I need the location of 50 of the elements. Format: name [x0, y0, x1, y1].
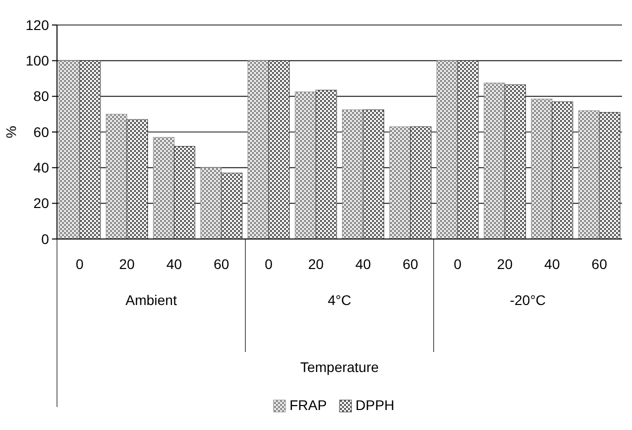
bar [457, 60, 479, 240]
x-tick-label: 40 [355, 256, 372, 272]
bar [79, 60, 101, 240]
y-tick-label: 0 [41, 230, 50, 247]
bar [389, 126, 411, 240]
bar [410, 126, 432, 240]
bar [362, 109, 384, 240]
x-tick-label: 0 [264, 256, 273, 272]
x-tick-label: 60 [402, 256, 418, 272]
x-tick-label: 60 [592, 256, 608, 272]
y-tick-label: 20 [33, 195, 50, 212]
text: Temperature [300, 359, 380, 375]
bar [200, 167, 222, 240]
bar [599, 112, 620, 240]
y-tick-label: 80 [33, 88, 50, 104]
text: Ambient [125, 292, 177, 308]
y-tick-label: 40 [33, 160, 50, 176]
bar [294, 92, 316, 240]
bar [578, 110, 600, 240]
bar [484, 82, 506, 240]
x-tick-label: 0 [454, 256, 462, 272]
text: -20°C [510, 292, 546, 308]
bar [248, 60, 269, 240]
bar [106, 114, 128, 240]
bar [153, 137, 174, 240]
bar [504, 84, 526, 240]
bar [174, 146, 196, 240]
bar [126, 119, 148, 240]
bar [531, 98, 552, 240]
legend-label: DPPH [356, 397, 394, 413]
bar [316, 90, 337, 240]
y-tick-label: 60 [33, 124, 50, 140]
legend-label: FRAP [290, 397, 327, 413]
x-tick-label: 20 [308, 256, 324, 272]
bar [221, 172, 242, 240]
y-tick-label: 100 [26, 52, 50, 69]
x-tick-label: 60 [214, 256, 230, 272]
x-tick-label: 40 [166, 256, 182, 272]
y-axis-title: % [3, 126, 19, 138]
x-tick-label: 20 [119, 256, 135, 272]
bar [436, 60, 458, 240]
text: 4°C [328, 292, 352, 308]
bar [342, 109, 364, 240]
x-tick-label: 40 [544, 256, 560, 272]
bar [268, 60, 290, 240]
y-tick-label: 120 [26, 16, 50, 33]
bar [58, 60, 80, 240]
x-tick-label: 0 [76, 256, 84, 272]
bar [552, 101, 574, 240]
x-tick-label: 20 [497, 256, 513, 272]
